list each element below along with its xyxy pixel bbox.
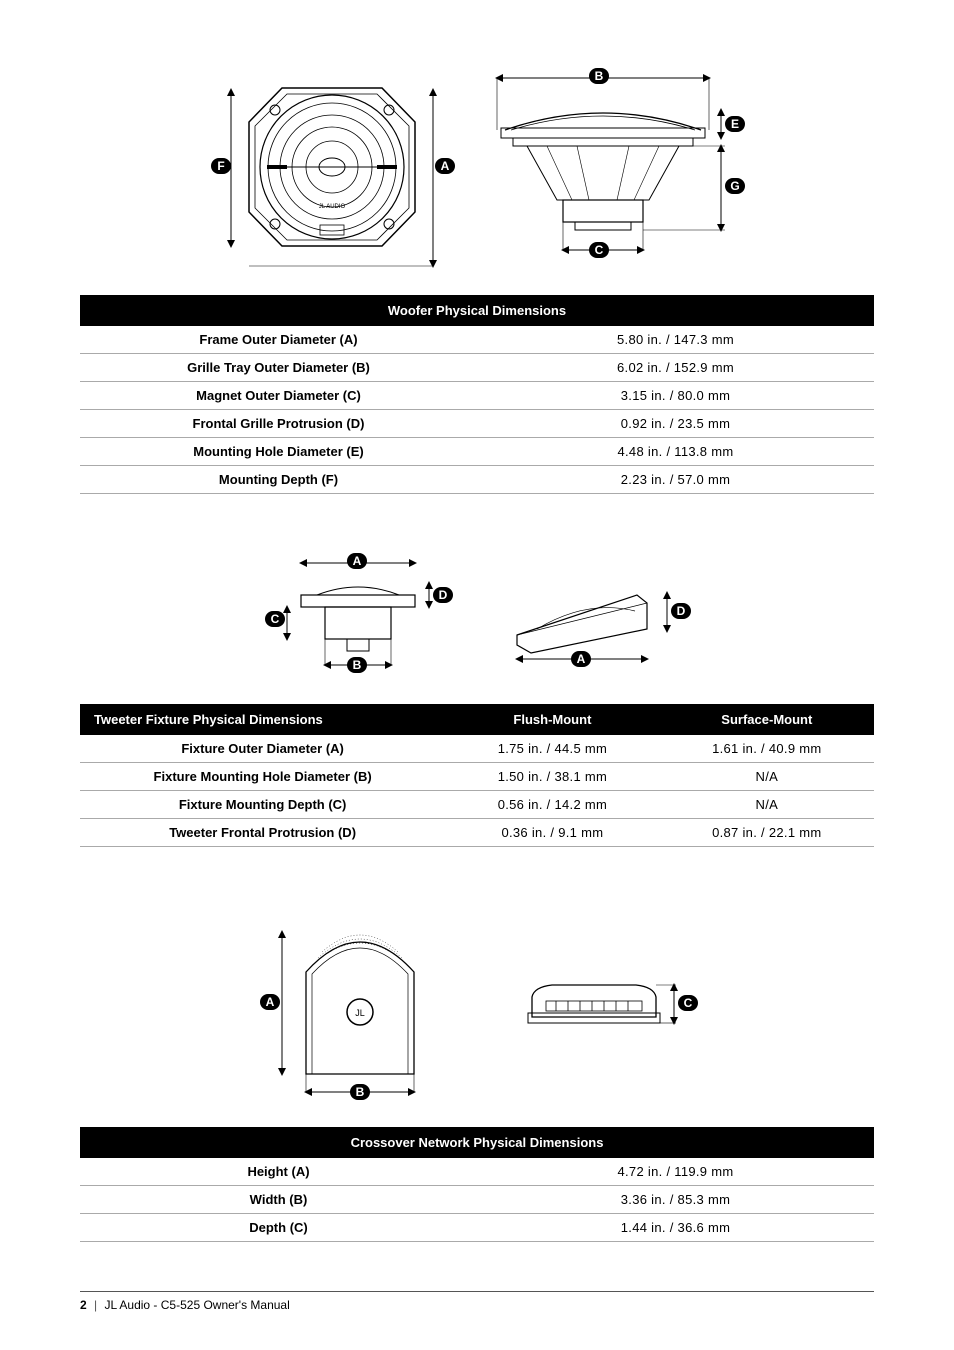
- crossover-side-diagram: C: [512, 957, 702, 1047]
- tweeter-flush-diagram: A B C D: [257, 549, 457, 679]
- row-value: 0.56 in. / 14.2 mm: [445, 791, 659, 819]
- row-value: 0.36 in. / 9.1 mm: [445, 819, 659, 847]
- row-value: 1.75 in. / 44.5 mm: [445, 735, 659, 763]
- row-value: 1.50 in. / 38.1 mm: [445, 763, 659, 791]
- footer-text: JL Audio - C5-525 Owner's Manual: [105, 1298, 290, 1312]
- row-value: 3.15 in. / 80.0 mm: [477, 382, 874, 410]
- row-value: 0.92 in. / 23.5 mm: [477, 410, 874, 438]
- row-label: Frontal Grille Protrusion (D): [80, 410, 477, 438]
- callout-d: D: [433, 587, 453, 603]
- row-value: 2.23 in. / 57.0 mm: [477, 466, 874, 494]
- row-value: 1.44 in. / 36.6 mm: [477, 1214, 874, 1242]
- row-label: Fixture Mounting Depth (C): [80, 791, 445, 819]
- col-flush: Flush-Mount: [445, 704, 659, 735]
- svg-text:JL: JL: [355, 1008, 365, 1018]
- woofer-diagram-area: JL AUDIO F A: [80, 60, 874, 270]
- row-label: Width (B): [80, 1186, 477, 1214]
- row-value: 6.02 in. / 152.9 mm: [477, 354, 874, 382]
- crossover-diagram-area: JL A B: [80, 902, 874, 1102]
- row-value: N/A: [660, 791, 874, 819]
- callout-c: C: [678, 995, 698, 1011]
- row-value: 3.36 in. / 85.3 mm: [477, 1186, 874, 1214]
- row-label: Depth (C): [80, 1214, 477, 1242]
- callout-a: A: [571, 651, 591, 667]
- row-label: Fixture Mounting Hole Diameter (B): [80, 763, 445, 791]
- callout-f: F: [211, 158, 231, 174]
- woofer-side-diagram: B C E G: [477, 60, 737, 270]
- row-label: Mounting Depth (F): [80, 466, 477, 494]
- callout-a: A: [347, 553, 367, 569]
- row-value: 4.72 in. / 119.9 mm: [477, 1158, 874, 1186]
- tweeter-surface-diagram: D A: [487, 559, 697, 669]
- woofer-table-title: Woofer Physical Dimensions: [80, 295, 874, 326]
- row-value: 0.87 in. / 22.1 mm: [660, 819, 874, 847]
- crossover-front-diagram: JL A B: [252, 902, 452, 1102]
- callout-e: E: [725, 116, 745, 132]
- woofer-dimensions-table: Woofer Physical Dimensions Frame Outer D…: [80, 295, 874, 494]
- page-footer: 2 | JL Audio - C5-525 Owner's Manual: [80, 1291, 874, 1312]
- row-label: Frame Outer Diameter (A): [80, 326, 477, 354]
- tweeter-table-title: Tweeter Fixture Physical Dimensions: [80, 704, 445, 735]
- row-value: N/A: [660, 763, 874, 791]
- row-label: Grille Tray Outer Diameter (B): [80, 354, 477, 382]
- tweeter-dimensions-table: Tweeter Fixture Physical Dimensions Flus…: [80, 704, 874, 847]
- tweeter-diagram-area: A B C D D A: [80, 549, 874, 679]
- woofer-front-diagram: JL AUDIO F A: [217, 60, 447, 270]
- callout-c: C: [589, 242, 609, 258]
- callout-b: B: [347, 657, 367, 673]
- crossover-dimensions-table: Crossover Network Physical Dimensions He…: [80, 1127, 874, 1242]
- callout-b: B: [589, 68, 609, 84]
- row-value: 4.48 in. / 113.8 mm: [477, 438, 874, 466]
- row-value: 1.61 in. / 40.9 mm: [660, 735, 874, 763]
- callout-d: D: [671, 603, 691, 619]
- row-label: Magnet Outer Diameter (C): [80, 382, 477, 410]
- callout-g: G: [725, 178, 745, 194]
- row-label: Mounting Hole Diameter (E): [80, 438, 477, 466]
- row-label: Fixture Outer Diameter (A): [80, 735, 445, 763]
- callout-b: B: [350, 1084, 370, 1100]
- callout-c: C: [265, 611, 285, 627]
- page-number: 2: [80, 1298, 87, 1312]
- col-surface: Surface-Mount: [660, 704, 874, 735]
- row-label: Height (A): [80, 1158, 477, 1186]
- row-value: 5.80 in. / 147.3 mm: [477, 326, 874, 354]
- svg-text:JL AUDIO: JL AUDIO: [319, 204, 346, 210]
- footer-separator: |: [94, 1298, 97, 1312]
- row-label: Tweeter Frontal Protrusion (D): [80, 819, 445, 847]
- callout-a: A: [260, 994, 280, 1010]
- callout-a: A: [435, 158, 455, 174]
- crossover-table-title: Crossover Network Physical Dimensions: [80, 1127, 874, 1158]
